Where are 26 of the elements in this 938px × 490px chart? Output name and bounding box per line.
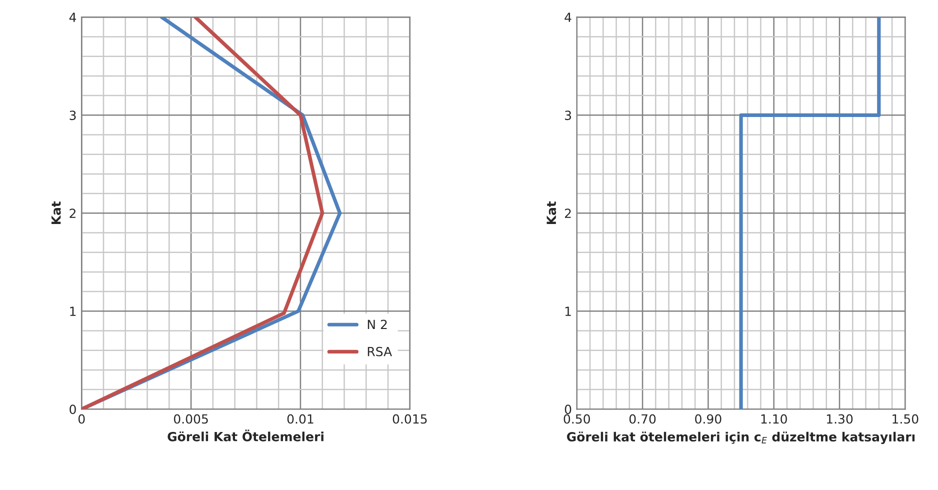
y-tick-label: 0 bbox=[70, 404, 76, 414]
y-axis-title: Kat bbox=[546, 201, 556, 224]
y-tick-label: 1 bbox=[70, 306, 76, 316]
legend-label: RSA bbox=[368, 346, 392, 356]
x-tick-label: 0.90 bbox=[695, 414, 722, 424]
x-axis-title: Göreli kat ötelemeleri için c$_{E}$ düzeltme katsayıları bbox=[566, 432, 915, 444]
y-tick-label: 4 bbox=[564, 12, 572, 22]
y-tick-label: 1 bbox=[565, 306, 571, 316]
y-tick-label: 3 bbox=[70, 110, 76, 120]
x-tick-label: 0.01 bbox=[287, 414, 314, 424]
y-tick-label: 0 bbox=[564, 404, 572, 414]
x-tick-label: 0 bbox=[78, 414, 85, 424]
y-tick-label: 3 bbox=[565, 110, 572, 120]
y-tick-label: 2 bbox=[564, 208, 571, 218]
x-tick-label: 0.005 bbox=[174, 414, 208, 424]
y-tick-label: 4 bbox=[69, 12, 76, 22]
y-tick-label: 2 bbox=[70, 208, 76, 218]
x-tick-label: 0.015 bbox=[392, 414, 427, 424]
x-axis-title: Göreli Kat Ötelemeleri bbox=[168, 430, 324, 442]
x-tick-label: 0.50 bbox=[564, 414, 590, 424]
y-axis-title: Kat bbox=[52, 201, 61, 224]
x-tick-label: 1.30 bbox=[826, 414, 853, 424]
legend-label: N 2 bbox=[368, 320, 387, 330]
x-tick-label: 1.50 bbox=[892, 414, 918, 424]
x-tick-label: 1.10 bbox=[761, 414, 787, 424]
x-tick-label: 0.70 bbox=[629, 414, 656, 424]
